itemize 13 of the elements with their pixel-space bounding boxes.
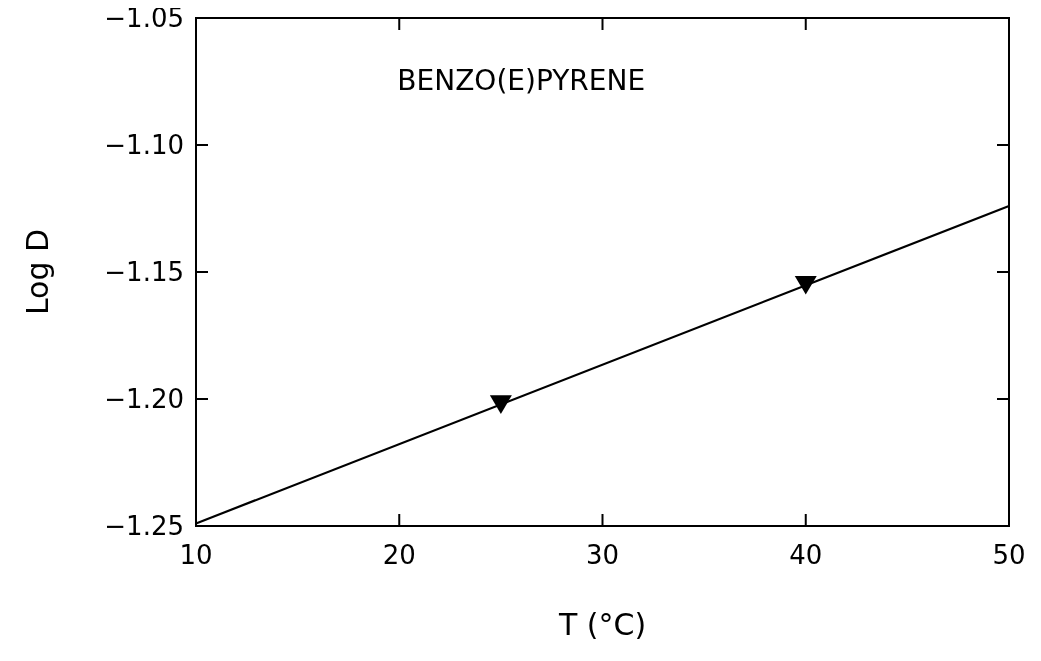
x-tick-label: 50 (992, 540, 1026, 570)
y-axis-title: Log D (20, 228, 55, 316)
text: BENZO(E)PYRENE (397, 64, 646, 97)
x-axis-title: T (°C) (557, 607, 647, 642)
x-tick-label: 20 (382, 540, 416, 570)
y-tick-label: −1.25 (104, 511, 184, 541)
x-tick-label: 10 (179, 540, 213, 570)
y-tick-label: −1.15 (104, 257, 184, 287)
x-tick-label: 40 (789, 540, 823, 570)
y-tick-label: −1.20 (104, 384, 184, 414)
x-tick-label: 30 (585, 540, 620, 570)
y-tick-label: −1.05 (104, 3, 184, 33)
y-tick-label: −1.10 (104, 130, 184, 160)
